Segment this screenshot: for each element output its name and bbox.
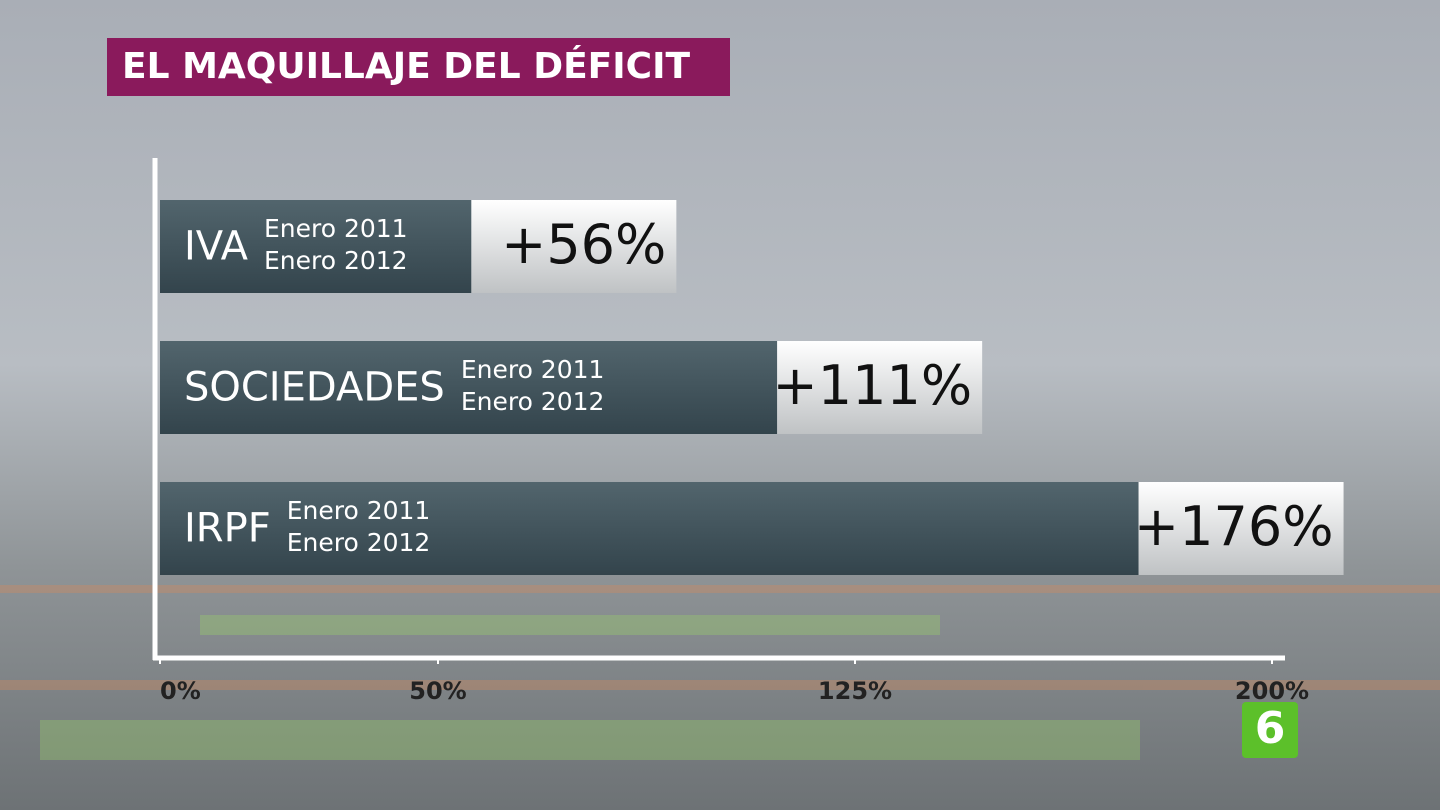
bar [160, 341, 778, 434]
bar-sublabel: Enero 2012 [264, 246, 408, 275]
bar-sublabel: Enero 2011 [287, 496, 431, 525]
value-box [471, 200, 677, 293]
x-tick-label: 125% [818, 677, 892, 705]
bar [160, 200, 472, 293]
bar-sublabel: Enero 2012 [461, 387, 605, 416]
chart-title: EL MAQUILLAJE DEL DÉFICIT [122, 45, 690, 87]
logo: 6 [1255, 703, 1286, 754]
x-tick-label: 0% [160, 677, 201, 705]
category-label: SOCIEDADES [184, 365, 445, 411]
category-label: IVA [184, 224, 249, 270]
bar-value-label: +176% [1134, 495, 1334, 558]
value-box [777, 341, 983, 434]
bar-sublabel: Enero 2011 [264, 214, 408, 243]
bar-sublabel: Enero 2012 [287, 528, 431, 557]
x-tick-label: 50% [409, 677, 466, 705]
bar [160, 482, 1139, 575]
value-box [1138, 482, 1344, 575]
category-label: IRPF [184, 506, 271, 552]
bar-sublabel: Enero 2011 [461, 355, 605, 384]
bar-value-label: +111% [773, 354, 973, 417]
logo-box [1242, 702, 1298, 758]
title-box [107, 38, 730, 96]
x-tick-label: 200% [1235, 677, 1309, 705]
bar-value-label: +56% [501, 213, 666, 276]
background-pattern [0, 585, 1440, 760]
